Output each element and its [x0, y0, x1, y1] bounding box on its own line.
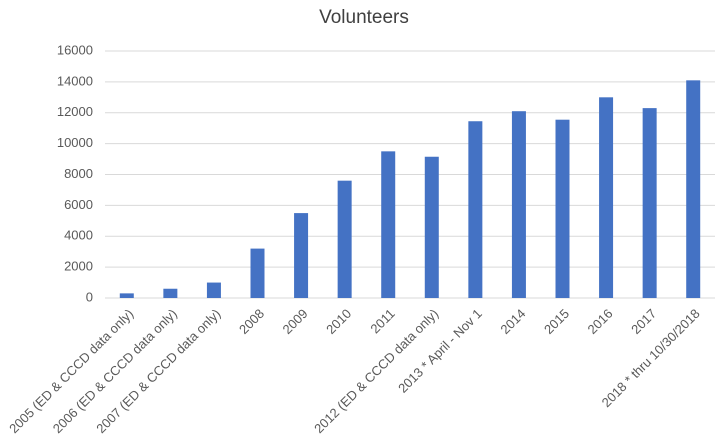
- bar: [294, 213, 309, 298]
- bar: [555, 119, 570, 299]
- y-tick-label: 6000: [64, 197, 93, 212]
- y-tick-label: 2000: [64, 259, 93, 274]
- bar: [119, 293, 134, 298]
- y-tick-label: 4000: [64, 228, 93, 243]
- bar: [686, 80, 701, 298]
- y-tick-label: 12000: [57, 104, 93, 119]
- y-tick-label: 16000: [57, 42, 93, 57]
- bar: [642, 108, 657, 299]
- bar: [468, 121, 483, 298]
- bar: [206, 282, 221, 298]
- y-tick-label: 0: [86, 289, 93, 304]
- y-tick-label: 8000: [64, 166, 93, 181]
- bar: [163, 288, 178, 298]
- bar: [250, 248, 265, 298]
- bar: [424, 156, 439, 298]
- y-tick-label: 10000: [57, 135, 93, 150]
- y-tick-label: 14000: [57, 73, 93, 88]
- bar: [381, 151, 396, 298]
- bar: [337, 180, 352, 298]
- bar: [599, 97, 614, 298]
- bar: [511, 111, 526, 298]
- chart-title: Volunteers: [319, 7, 409, 28]
